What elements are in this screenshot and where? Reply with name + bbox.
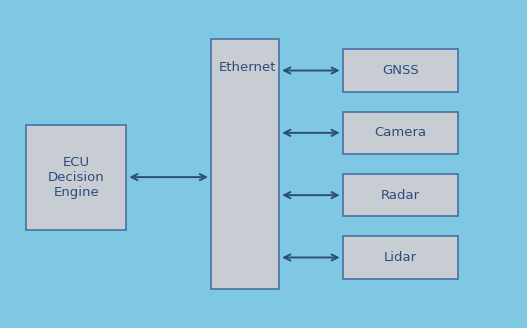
FancyBboxPatch shape (343, 49, 458, 92)
Text: GNSS: GNSS (382, 64, 419, 77)
Text: Ethernet: Ethernet (219, 61, 276, 74)
FancyBboxPatch shape (211, 39, 279, 289)
FancyBboxPatch shape (343, 174, 458, 216)
Text: Lidar: Lidar (384, 251, 417, 264)
FancyBboxPatch shape (343, 236, 458, 279)
Text: Radar: Radar (381, 189, 420, 202)
FancyBboxPatch shape (26, 125, 126, 230)
Text: Camera: Camera (375, 126, 426, 139)
FancyBboxPatch shape (343, 112, 458, 154)
Text: ECU
Decision
Engine: ECU Decision Engine (48, 155, 105, 199)
